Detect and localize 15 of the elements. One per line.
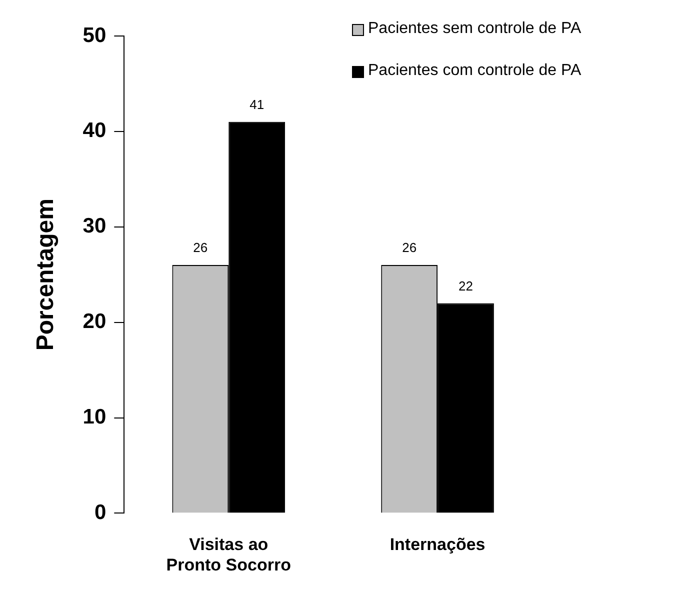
x-tick-label: Internações	[390, 535, 486, 554]
y-axis-title: Porcentagem	[32, 198, 60, 351]
x-tick-label: Visitas ao Pronto Socorro	[166, 535, 291, 574]
data-label: 41	[250, 96, 264, 112]
data-label: 26	[402, 240, 417, 256]
data-label: 26	[193, 240, 208, 256]
y-tick-label: 30	[82, 214, 106, 238]
y-tick-label: 10	[82, 406, 106, 429]
y-tick-label: 40	[82, 119, 106, 142]
data-label: 22	[458, 278, 473, 294]
y-tick-label: 50	[82, 24, 106, 47]
legend-label: Pacientes com controle de PA	[368, 61, 582, 81]
y-tick-label: 20	[82, 310, 106, 334]
legend-label: Pacientes sem controle de PA	[368, 19, 582, 39]
y-tick-label: 0	[94, 500, 106, 524]
